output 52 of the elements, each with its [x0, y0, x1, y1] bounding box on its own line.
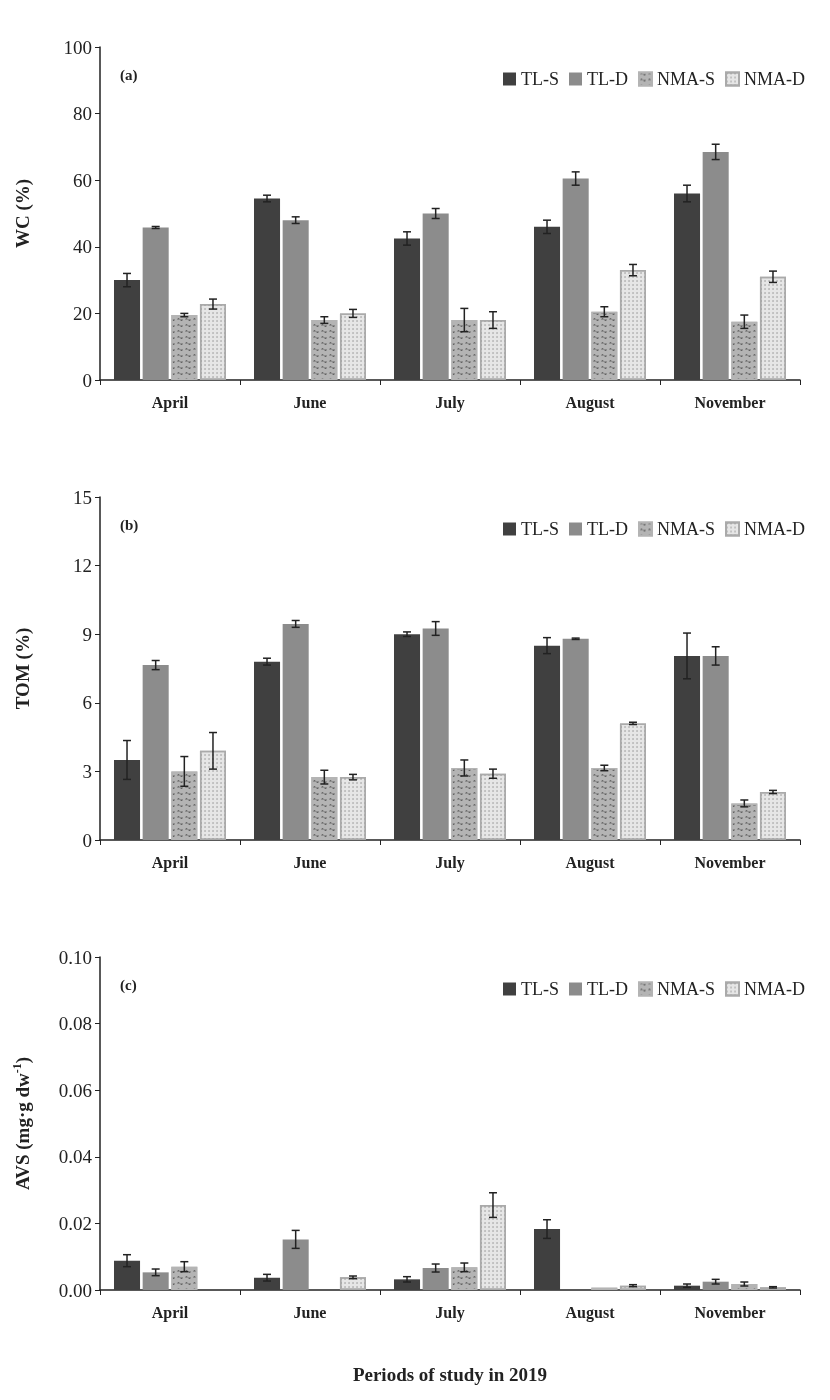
legend-label: NMA-D [744, 519, 805, 539]
legend-label: TL-D [587, 69, 628, 89]
x-tick-label: June [293, 393, 327, 411]
legend-label: NMA-S [657, 69, 716, 89]
y-tick-label: 100 [63, 36, 92, 58]
y-tick-label: 40 [73, 236, 92, 258]
x-tick-label: August [565, 1303, 616, 1322]
y-tick-label: 60 [73, 169, 92, 191]
annotation: (b) [120, 516, 139, 534]
y-tick-label: 0 [82, 369, 92, 391]
x-axis-title: Periods of study in 2019 [352, 1364, 548, 1385]
x-tick-label: April [151, 1303, 189, 1322]
x-tick-label: July [435, 393, 465, 412]
x-tick-label: November [694, 393, 766, 411]
x-tick-label: November [694, 853, 766, 871]
y-tick-label: 6 [82, 692, 92, 714]
y-tick-label: 3 [82, 760, 92, 782]
x-tick-label: April [151, 853, 189, 872]
x-tick-label: June [293, 1303, 327, 1321]
x-tick-label: July [435, 853, 465, 872]
y-tick-label: 9 [82, 623, 92, 645]
y-axis-title: TOM (%) [11, 627, 34, 710]
legend-label: NMA-S [657, 979, 716, 999]
x-tick-label: April [151, 393, 189, 412]
annotation: (a) [120, 66, 138, 84]
y-axis-title: WC (%) [11, 178, 34, 249]
y-tick-label: 20 [73, 302, 92, 324]
y-axis-title: AVS (mg·g dw-1) [10, 1056, 34, 1191]
x-tick-label: June [293, 853, 327, 871]
legend-label: TL-D [587, 979, 628, 999]
legend-label: TL-S [521, 519, 560, 539]
legend-label: NMA-D [744, 69, 805, 89]
legend-label: TL-S [521, 979, 560, 999]
y-tick-label: 0.04 [58, 1146, 93, 1168]
x-tick-label: August [565, 393, 616, 412]
y-tick-label: 12 [73, 555, 92, 577]
y-tick-label: 0 [82, 829, 92, 851]
legend-label: TL-S [521, 69, 560, 89]
y-tick-label: 15 [73, 486, 92, 508]
legend-label: NMA-D [744, 979, 805, 999]
y-tick-label: 0.10 [58, 946, 92, 968]
y-tick-label: 80 [73, 103, 92, 125]
x-tick-label: July [435, 1303, 465, 1322]
y-tick-label: 0.08 [58, 1013, 92, 1035]
y-tick-label: 0.00 [58, 1279, 92, 1301]
y-tick-label: 0.02 [58, 1212, 92, 1234]
legend-label: NMA-S [657, 519, 716, 539]
x-tick-label: August [565, 853, 616, 872]
legend-label: TL-D [587, 519, 628, 539]
x-tick-label: November [694, 1303, 766, 1321]
y-tick-label: 0.06 [58, 1079, 92, 1101]
annotation: (c) [120, 976, 137, 994]
